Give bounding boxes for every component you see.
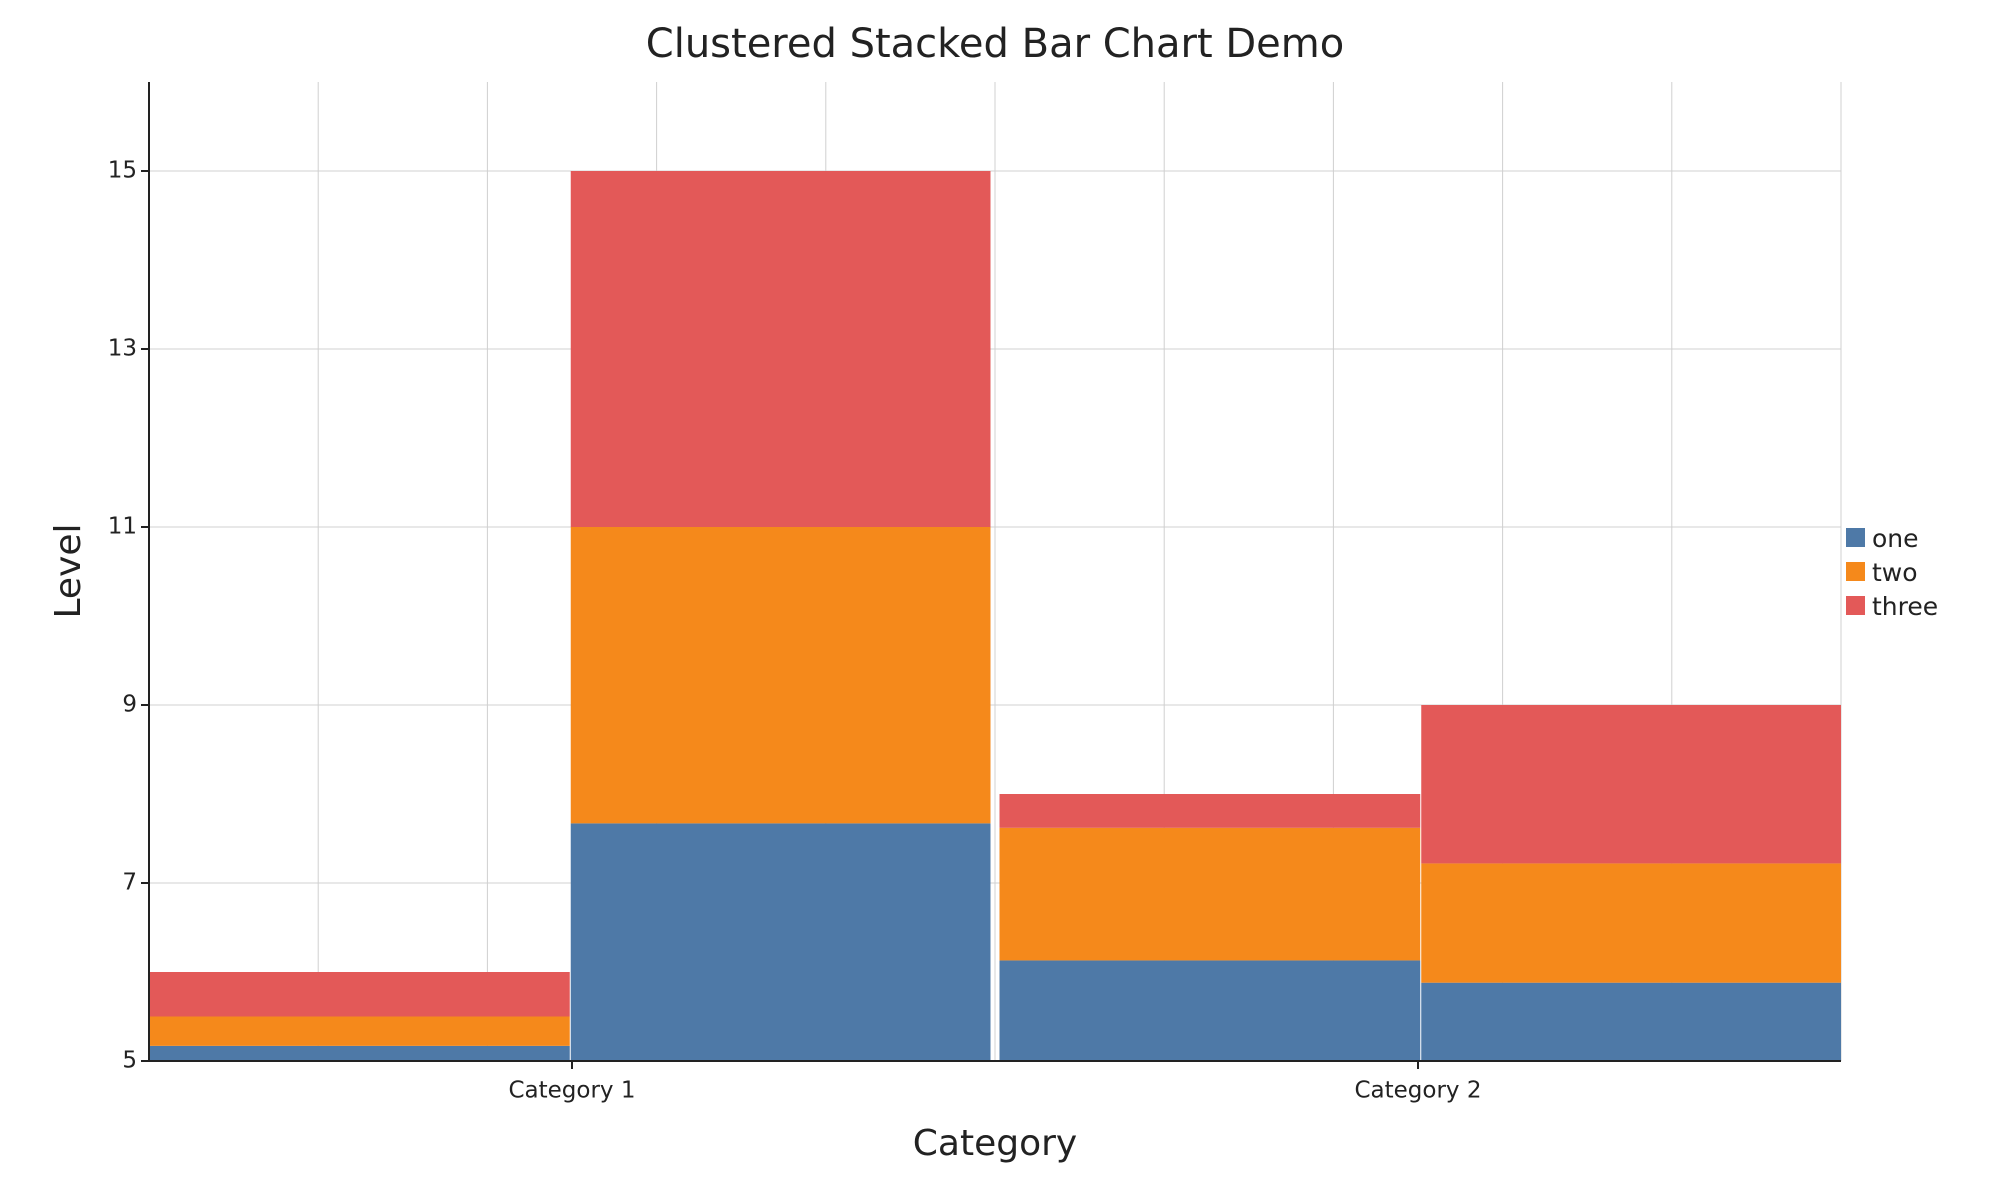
- bar-segment: [1421, 863, 1841, 983]
- y-tick-label: 15: [108, 158, 137, 184]
- y-tick-label: 5: [122, 1048, 137, 1074]
- bars: [149, 171, 1841, 1061]
- bar-segment: [1421, 705, 1841, 864]
- bar-segment: [570, 823, 991, 1061]
- bar-segment: [999, 794, 1421, 828]
- legend-swatch: [1846, 562, 1865, 581]
- y-tick-label: 13: [108, 336, 137, 362]
- x-axis-title: Category: [913, 1123, 1077, 1164]
- y-tick-label: 7: [122, 870, 137, 896]
- bar-segment: [570, 527, 991, 824]
- bar-segment: [570, 171, 991, 527]
- bar-segment: [1421, 982, 1841, 1061]
- legend-label: two: [1872, 558, 1918, 587]
- legend-swatch: [1846, 528, 1865, 547]
- legend-label: one: [1872, 524, 1919, 553]
- y-tick-label: 11: [108, 514, 137, 540]
- bar-segment: [149, 972, 570, 1017]
- x-tick-label: Category 2: [1354, 1078, 1481, 1104]
- legend-label: three: [1872, 592, 1938, 621]
- bar-segment: [149, 1045, 570, 1061]
- bar-segment: [999, 827, 1421, 961]
- x-tick-label: Category 1: [508, 1078, 635, 1104]
- y-axis-title: Level: [48, 523, 89, 618]
- chart-title: Clustered Stacked Bar Chart Demo: [646, 21, 1344, 67]
- bar-segment: [999, 960, 1421, 1061]
- bar-segment: [149, 1016, 570, 1046]
- y-tick-label: 9: [122, 692, 137, 718]
- legend-swatch: [1846, 596, 1865, 615]
